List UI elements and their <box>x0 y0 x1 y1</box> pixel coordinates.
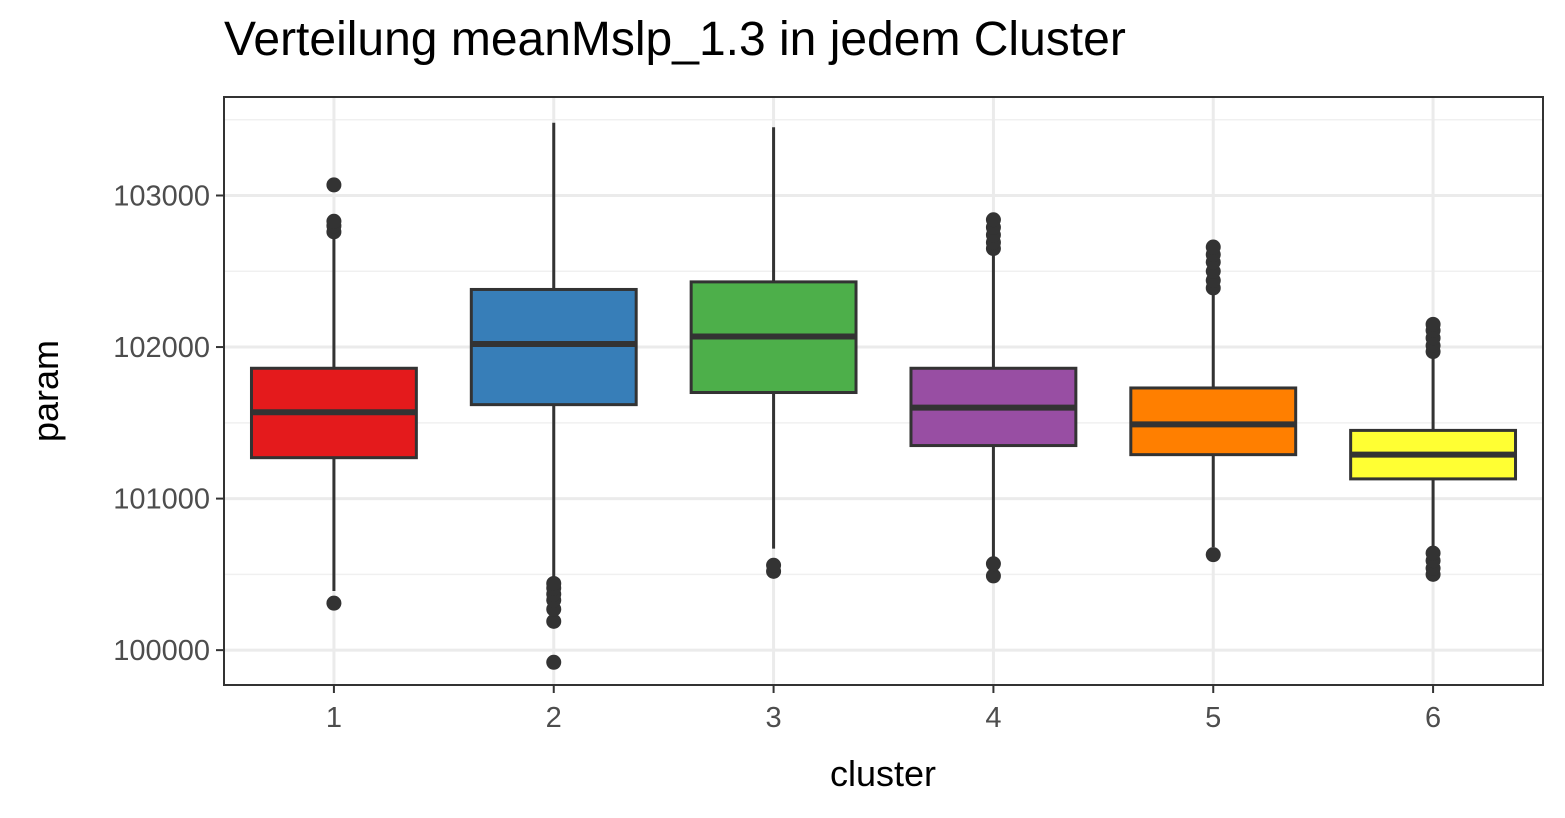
y-tick-label: 100000 <box>113 635 210 667</box>
y-tick-label: 101000 <box>113 484 210 516</box>
outlier-point <box>985 568 1001 584</box>
y-axis: 100000 101000 102000 103000 <box>113 181 224 667</box>
y-tick-label: 103000 <box>113 181 210 213</box>
box-body <box>469 287 638 407</box>
outlier-point <box>1425 545 1441 561</box>
y-axis-title: param <box>25 340 66 442</box>
box-cluster-6 <box>1349 316 1518 582</box>
x-tick-label: 3 <box>766 702 782 734</box>
x-tick-label: 2 <box>546 702 562 734</box>
x-tick-label: 5 <box>1205 702 1221 734</box>
box-cluster-1 <box>249 177 418 611</box>
box-body <box>1129 386 1298 457</box>
box-group <box>249 122 1518 670</box>
outlier-point <box>766 557 782 573</box>
chart-title: Verteilung meanMslp_1.3 in jedem Cluster <box>224 13 1126 66</box>
outlier-point <box>985 556 1001 572</box>
box-cluster-2 <box>469 122 638 670</box>
outlier-point <box>1425 316 1441 332</box>
box-cluster-3 <box>689 127 858 579</box>
outlier-point <box>546 654 562 670</box>
x-tick-label: 1 <box>326 702 342 734</box>
y-tick-label: 102000 <box>113 332 210 364</box>
outlier-point <box>546 575 562 591</box>
x-tick-label: 6 <box>1425 702 1441 734</box>
x-axis: 1 2 3 4 5 6 <box>326 685 1441 734</box>
x-axis-title: cluster <box>830 753 936 794</box>
major-gridlines <box>224 97 1543 685</box>
outlier-point <box>985 212 1001 228</box>
outlier-point <box>326 177 342 193</box>
outlier-point <box>326 595 342 611</box>
box-cluster-4 <box>909 212 1078 584</box>
outlier-point <box>546 613 562 629</box>
outlier-point <box>326 213 342 229</box>
outlier-point <box>1205 547 1221 563</box>
outlier-point <box>1205 239 1221 255</box>
minor-gridlines <box>224 118 1543 576</box>
panel-border <box>223 96 1544 686</box>
box-cluster-5 <box>1129 239 1298 563</box>
x-tick-label: 4 <box>985 702 1001 734</box>
